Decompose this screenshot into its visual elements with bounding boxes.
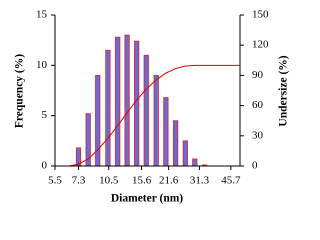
y-axis-label: Frequency (%) [14,54,26,128]
y-tick-label: 0 [42,160,48,172]
y2-tick-label: 30 [252,129,264,141]
y2-tick-label: 0 [252,160,258,172]
y-tick-label: 10 [36,59,48,71]
bar [192,158,198,167]
bar [143,54,149,167]
bar [115,36,121,167]
y2-tick-label: 120 [252,39,269,51]
y-tick-label: 15 [36,9,48,21]
chart: Diameter (nm) Frequency (%) Undersize (%… [14,9,290,205]
x-tick-label: 45.7 [221,175,241,187]
bar [173,120,179,167]
x-tick-label: 7.3 [72,175,86,187]
x-tick-label: 5.5 [48,175,62,187]
x-axis-label: Diameter (nm) [111,193,183,205]
y2-axis-label: Undersize (%) [278,55,290,126]
bar [182,140,188,167]
cumulative-line [55,64,240,167]
bar [134,40,140,167]
bar [95,75,101,167]
bar [153,75,159,167]
bar [163,97,169,167]
x-tick-label: 10.5 [99,175,119,187]
y2-tick-label: 150 [252,9,269,21]
x-tick-label: 31.3 [190,175,210,187]
page: Diameter (nm) Frequency (%) Undersize (%… [13,8,290,205]
x-tick-label: 21.6 [159,175,179,187]
bar [105,49,111,167]
y2-tick-label: 60 [252,99,264,111]
x-tick-label: 15.6 [132,175,152,187]
y-tick-label: 5 [42,109,48,121]
y2-tick-label: 90 [252,69,264,81]
bar [124,34,130,167]
